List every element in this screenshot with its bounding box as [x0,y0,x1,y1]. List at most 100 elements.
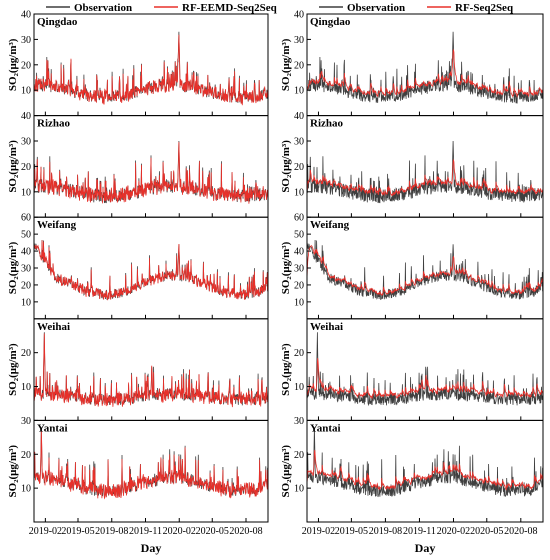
y-tick-label: 40 [294,10,304,21]
y-axis-label: SO₂(μg/m³) [280,343,292,396]
model-line [307,49,543,99]
observation-line [307,239,543,301]
y-tick-label: 20 [21,162,31,173]
y-tick-label: 30 [294,416,304,427]
y-tick-label: 50 [294,230,304,241]
panel-title: Rizhao [37,118,71,130]
model-line [307,245,543,296]
x-tick-label: 2019-05 [61,526,94,537]
model-line [307,449,543,491]
panel-title: Yantai [37,422,68,434]
y-tick-label: 30 [294,35,304,46]
model-line [34,333,268,408]
legend-label-model: RF-EEMD-Seq2Seq [182,2,278,14]
y-tick-label: 50 [21,230,31,241]
y-tick-label: 40 [21,10,31,21]
y-tick-label: 10 [294,86,304,97]
x-tick-label: 2019-08 [369,526,402,537]
y-tick-label: 40 [294,247,304,258]
observation-line [307,427,543,498]
panel-title: Weihai [310,321,343,333]
model-line [34,240,268,301]
panel-frame [33,419,269,523]
panel-title: Weihai [37,321,70,333]
panel-title: Qingdao [310,16,351,28]
panel-frame [306,13,544,117]
y-tick-label: 20 [294,348,304,359]
y-tick-label: 60 [21,213,31,224]
y-tick-label: 10 [21,382,31,393]
y-tick-label: 10 [21,484,31,495]
legend-label-model: RF-Seq2Seq [455,2,514,14]
x-tick-label: 2020-05 [470,526,503,537]
y-axis-label: SO₂(μg/m³) [7,343,19,396]
y-axis-label: SO₂(μg/m³) [280,241,292,294]
y-tick-label: 10 [21,187,31,198]
y-tick-label: 10 [294,484,304,495]
panel-rizhao: 10 20 30 40 Rizhao SO₂(μg/m³) [280,111,544,218]
panel-weihai: 10 20 Weihai SO₂(μg/m³) [280,318,544,421]
panel-yantai: 10 20 30 Yantai SO₂(μg/m³) [7,416,269,523]
panel-frame [33,13,269,117]
y-tick-label: 30 [294,264,304,275]
y-tick-label: 30 [21,137,31,148]
panel-qingdao: 10 20 30 40 Qingdao SO₂(μg/m³) [7,10,269,117]
chart-2: 10203040QingdaoSO₂(μg/m³)10203040RizhaoS… [280,2,544,555]
panel-frame [33,318,269,421]
y-axis-label: SO₂(μg/m³) [280,445,292,498]
x-tick-label: 2019-02 [29,526,62,537]
model-line [307,358,543,400]
panel-title: Weifang [37,219,77,231]
panel-frame [33,216,269,320]
x-tick-label: 2020-05 [196,526,229,537]
observation-line [307,31,543,104]
y-tick-label: 10 [21,297,31,308]
y-tick-label: 10 [294,297,304,308]
x-axis-label: Day [141,541,162,555]
y-tick-label: 30 [21,35,31,46]
legend-label-observation: Observation [347,2,405,14]
y-tick-label: 20 [294,280,304,291]
y-tick-label: 40 [21,247,31,258]
y-axis-label: SO₂(μg/m³) [280,140,292,193]
x-tick-label: 2019-11 [129,526,162,537]
y-tick-label: 20 [21,450,31,461]
y-tick-label: 20 [21,60,31,71]
y-tick-label: 30 [21,264,31,275]
panel-title: Qingdao [37,16,78,28]
y-tick-label: 20 [294,162,304,173]
x-tick-label: 2019-05 [335,526,368,537]
panel-title: Weifang [310,219,350,231]
model-line [34,428,268,500]
panel-weifang: 10 20 30 40 50 60 Weifang SO₂(μg/m³) [280,213,544,320]
y-tick-label: 40 [21,111,31,122]
model-line [34,34,268,106]
legend: Observation RF-Seq2Seq [319,2,514,14]
panel-rizhao: 10 20 30 40 Rizhao SO₂(μg/m³) [7,111,269,218]
x-tick-label: 2019-11 [403,526,436,537]
panel-frame [306,216,544,320]
legend-label-observation: Observation [74,2,132,14]
x-tick-label: 2020-08 [229,526,262,537]
panel-title: Rizhao [310,118,344,130]
chart-1: 10203040QingdaoSO₂(μg/m³)10203040RizhaoS… [7,2,278,555]
x-tick-label: 2019-08 [95,526,128,537]
x-axis-label: Day [415,541,436,555]
y-tick-label: 20 [21,280,31,291]
panel-frame [306,419,544,523]
y-axis-label: SO₂(μg/m³) [280,38,292,91]
y-tick-label: 10 [294,187,304,198]
y-tick-label: 40 [294,111,304,122]
legend: Observation RF-EEMD-Seq2Seq [46,2,278,14]
x-tick-label: 2020-02 [163,526,196,537]
y-axis-label: SO₂(μg/m³) [7,445,19,498]
y-tick-label: 60 [294,213,304,224]
x-tick-label: 2020-02 [437,526,470,537]
y-tick-label: 10 [294,382,304,393]
x-tick-label: 2019-02 [302,526,335,537]
x-tick-label: 2020-08 [504,526,537,537]
y-axis-label: SO₂(μg/m³) [7,140,19,193]
panel-qingdao: 10 20 30 40 Qingdao SO₂(μg/m³) [280,10,544,117]
y-tick-label: 30 [21,416,31,427]
panel-frame [306,318,544,421]
